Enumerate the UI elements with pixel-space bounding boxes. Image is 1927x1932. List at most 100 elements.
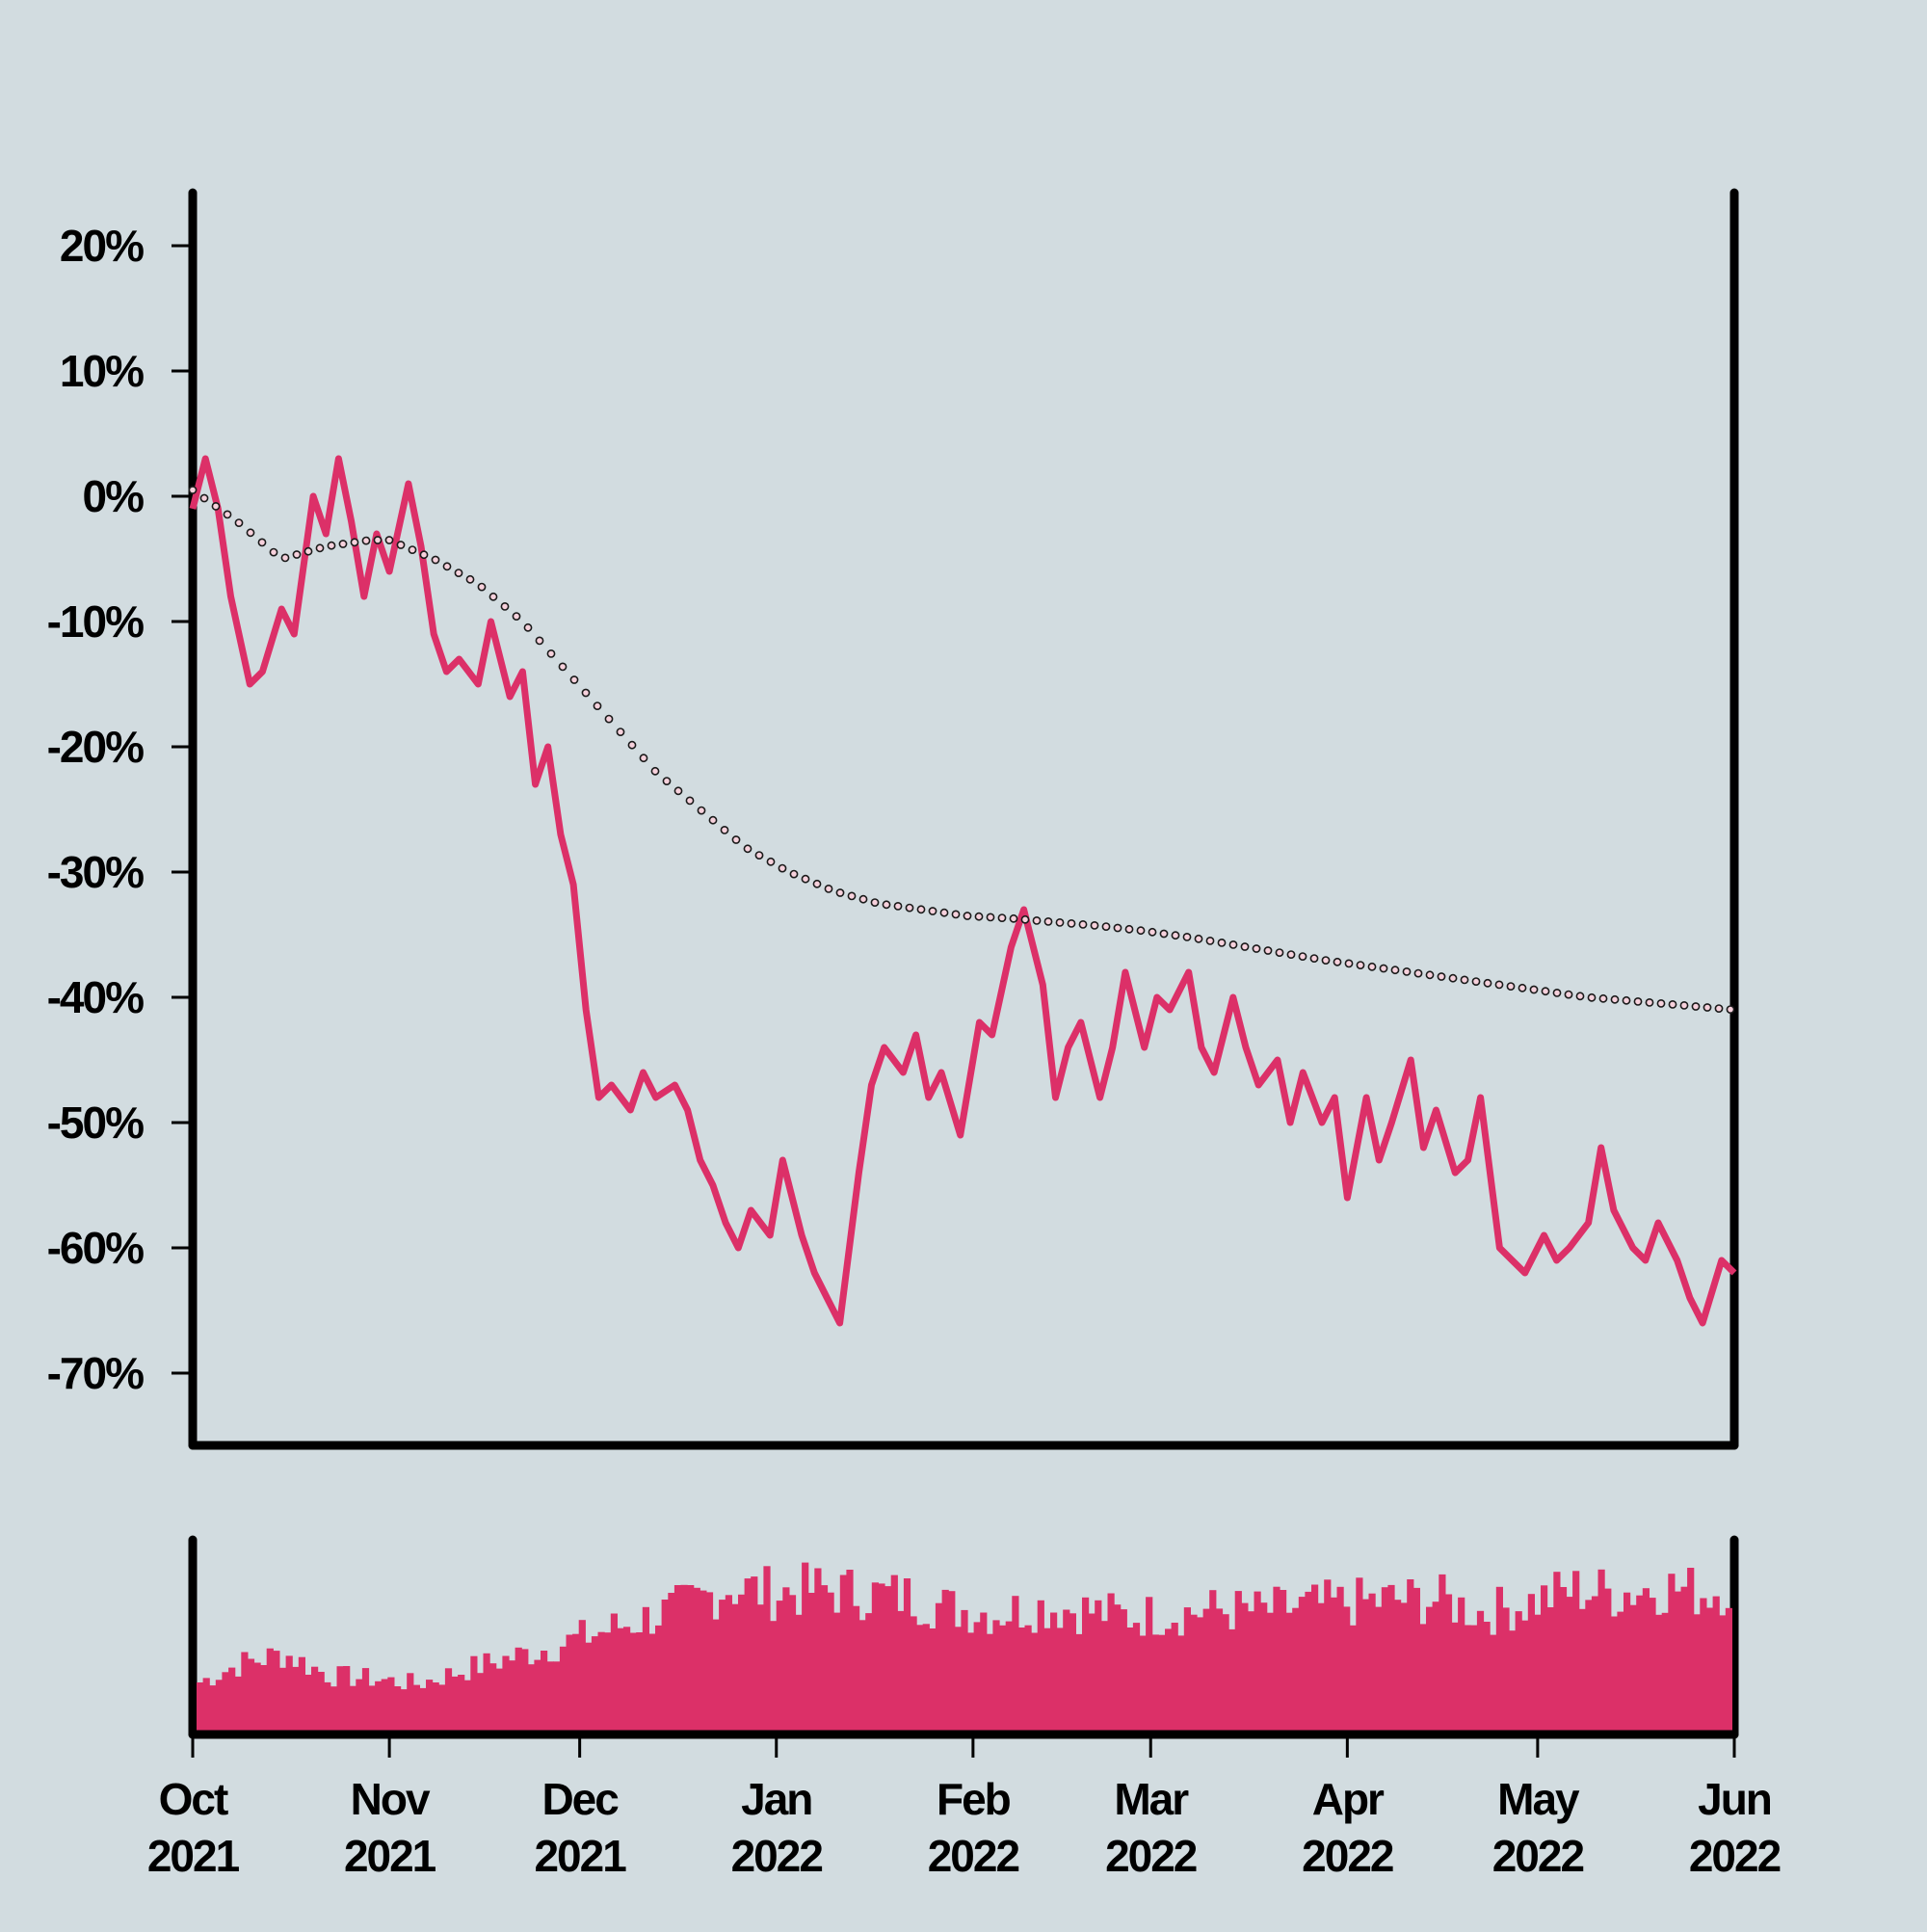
volume-bar <box>1075 1633 1083 1734</box>
volume-bar <box>1361 1599 1370 1734</box>
volume-bar <box>578 1620 586 1734</box>
volume-bar <box>1572 1571 1580 1734</box>
volume-bar <box>387 1677 395 1734</box>
trend-marker <box>1471 977 1481 986</box>
volume-bar <box>1190 1614 1198 1734</box>
trend-marker <box>1101 922 1111 931</box>
volume-bar <box>1356 1577 1363 1734</box>
volume-bar <box>992 1620 1000 1734</box>
trend-marker <box>361 536 371 545</box>
volume-bar <box>1368 1593 1376 1734</box>
y-tick-label: -10% <box>47 596 144 647</box>
volume-bar <box>1266 1612 1274 1734</box>
trend-marker <box>1575 992 1585 1001</box>
trend-marker <box>939 908 949 917</box>
trend-marker <box>188 486 198 494</box>
trend-marker <box>951 910 961 919</box>
volume-bar <box>407 1673 414 1734</box>
trend-marker <box>431 555 440 565</box>
volume-bar <box>1349 1625 1357 1734</box>
trend-marker <box>1668 1000 1677 1009</box>
trend-marker <box>350 538 359 547</box>
volume-bar <box>1343 1606 1351 1734</box>
volume-bar <box>839 1575 847 1734</box>
y-tick-label: -70% <box>47 1348 144 1398</box>
volume-bar <box>751 1576 758 1734</box>
price-panel: 20% 10% 0% -10% -20% -30% -40% -50% -60% -70% <box>47 188 1739 1450</box>
volume-bar <box>941 1589 949 1734</box>
volume-bar <box>1298 1597 1306 1734</box>
volume-bar <box>228 1667 236 1734</box>
volume-bar <box>349 1685 356 1734</box>
trend-marker <box>1703 1003 1712 1012</box>
trend-marker <box>1633 997 1643 1006</box>
volume-bar <box>1439 1574 1446 1734</box>
trend-marker <box>199 493 209 503</box>
volume-bar <box>1050 1612 1058 1734</box>
trend-marker <box>1159 929 1169 939</box>
trend-marker <box>373 536 383 544</box>
trend-marker <box>1136 926 1146 936</box>
volume-bars <box>197 1562 1732 1734</box>
volume-bar <box>1228 1628 1236 1734</box>
trend-marker <box>488 592 498 601</box>
trend-marker <box>1020 914 1030 924</box>
volume-bar <box>1490 1634 1497 1734</box>
volume-bar <box>368 1685 376 1734</box>
volume-bar <box>610 1613 618 1734</box>
volume-bar <box>1209 1590 1217 1734</box>
trend-marker <box>327 541 336 550</box>
volume-bar <box>222 1672 229 1734</box>
trend-marker <box>1124 924 1134 934</box>
volume-bar <box>782 1587 790 1734</box>
volume-bar <box>1432 1601 1439 1734</box>
volume-bar <box>1712 1596 1720 1734</box>
trend-marker <box>1356 961 1365 969</box>
volume-bar <box>858 1620 866 1734</box>
trend-marker <box>535 636 544 646</box>
volume-bar <box>655 1625 663 1734</box>
trend-marker <box>639 754 648 763</box>
volume-bar <box>922 1624 930 1734</box>
y-tick-label: -20% <box>47 722 144 772</box>
trend-marker <box>234 518 244 527</box>
volume-bar <box>1387 1584 1395 1734</box>
volume-bar <box>1578 1608 1586 1734</box>
y-tick-label: -30% <box>47 847 144 897</box>
volume-bar <box>967 1632 975 1734</box>
trend-marker <box>1009 913 1018 923</box>
trend-marker <box>974 912 984 921</box>
trend-marker <box>997 913 1007 922</box>
volume-bar <box>1031 1632 1039 1734</box>
volume-bar <box>279 1667 287 1734</box>
volume-bar <box>1254 1591 1261 1734</box>
volume-bar <box>419 1687 427 1734</box>
volume-bar <box>705 1592 714 1734</box>
trend-marker <box>801 874 810 884</box>
volume-bar <box>336 1666 344 1734</box>
trend-marker <box>697 806 706 815</box>
volume-bar <box>1610 1616 1618 1734</box>
volume-bar <box>311 1666 319 1734</box>
volume-bar <box>375 1681 383 1734</box>
trend-marker <box>1333 957 1342 966</box>
trend-marker <box>1055 918 1065 927</box>
trend-marker <box>708 815 718 825</box>
volume-bar <box>1375 1606 1383 1734</box>
x-tick-year: 2022 <box>1492 1831 1584 1881</box>
trend-marker <box>1298 952 1307 961</box>
trend-marker <box>454 569 463 577</box>
trend-marker <box>558 662 568 672</box>
trend-marker <box>1379 964 1388 973</box>
volume-bar <box>215 1680 223 1734</box>
volume-bar <box>1037 1600 1044 1734</box>
volume-bar <box>470 1655 478 1734</box>
trend-marker <box>1645 998 1654 1007</box>
x-tick-month: Mar <box>1114 1774 1189 1824</box>
trend-marker <box>986 913 995 922</box>
trend-marker <box>766 857 776 866</box>
trend-marker <box>523 622 533 632</box>
volume-bar <box>1082 1597 1090 1734</box>
trend-marker <box>1032 916 1042 925</box>
trend-marker <box>1622 995 1631 1005</box>
